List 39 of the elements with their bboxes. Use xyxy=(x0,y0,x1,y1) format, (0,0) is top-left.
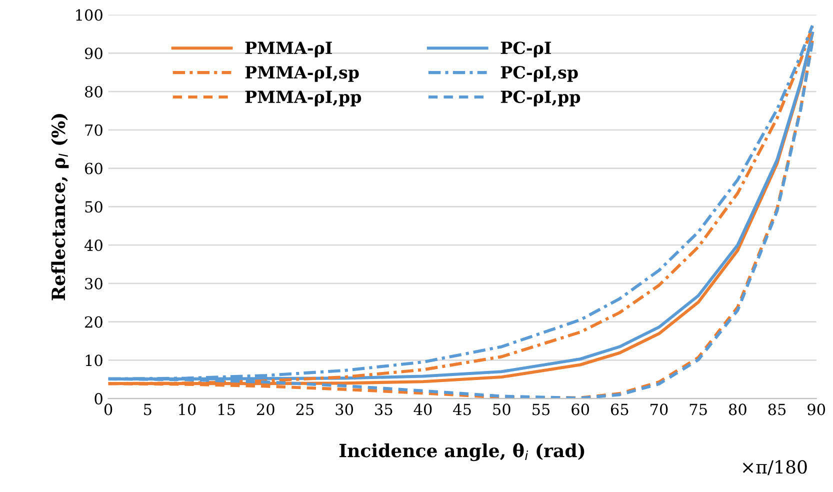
legend-label: PC-ρI,pp xyxy=(500,90,580,106)
x-tick-label: 70 xyxy=(650,404,668,416)
x-tick-label: 0 xyxy=(104,404,112,416)
x-tick-label: 25 xyxy=(296,404,314,416)
x-tick-label: 90 xyxy=(808,404,826,416)
x-tick-label: 75 xyxy=(690,404,707,416)
y-tick-label: 70 xyxy=(85,124,102,136)
x-tick-label: 85 xyxy=(768,404,786,416)
x-tick-label: 60 xyxy=(572,404,590,416)
x-tick-label: 80 xyxy=(728,404,746,416)
y-axis-title: Reflectance, ρ$_{I}$ (%) xyxy=(51,114,69,300)
x-tick-label: 35 xyxy=(375,404,392,416)
x-tick-label: 20 xyxy=(256,404,274,416)
y-tick-label: 50 xyxy=(85,201,102,213)
legend-label: PMMA-ρI xyxy=(245,42,332,58)
y-tick-label: 20 xyxy=(85,316,102,328)
y-tick-label: 60 xyxy=(85,162,102,174)
text: ×π/180 xyxy=(742,460,807,476)
x-tick-label: 30 xyxy=(336,404,354,416)
legend-label: PC-ρI xyxy=(500,42,551,58)
y-tick-label: 100 xyxy=(76,9,102,21)
legend-label: PMMA-ρI,sp xyxy=(245,66,359,82)
x-tick-label: 40 xyxy=(414,404,432,416)
x-tick-label: 45 xyxy=(453,404,471,416)
y-tick-label: 90 xyxy=(84,48,102,60)
legend-label: PMMA-ρI,pp xyxy=(245,90,362,106)
y-tick-label: 0 xyxy=(94,392,102,405)
x-tick-label: 55 xyxy=(532,404,550,416)
y-tick-label: 40 xyxy=(84,239,102,252)
x-tick-label: 5 xyxy=(144,404,152,416)
x-tick-label: 15 xyxy=(218,404,235,416)
y-tick-label: 80 xyxy=(85,86,102,98)
y-tick-label: 30 xyxy=(85,278,102,290)
x-tick-label: 65 xyxy=(610,404,628,416)
x-tick-label: 50 xyxy=(493,404,510,416)
y-tick-label: 10 xyxy=(86,354,102,366)
x-tick-label: 10 xyxy=(179,404,196,416)
x-axis-title: Incidence angle, θ$_{i}$ (rad) xyxy=(339,443,584,462)
legend-label: PC-ρI,sp xyxy=(500,66,578,82)
